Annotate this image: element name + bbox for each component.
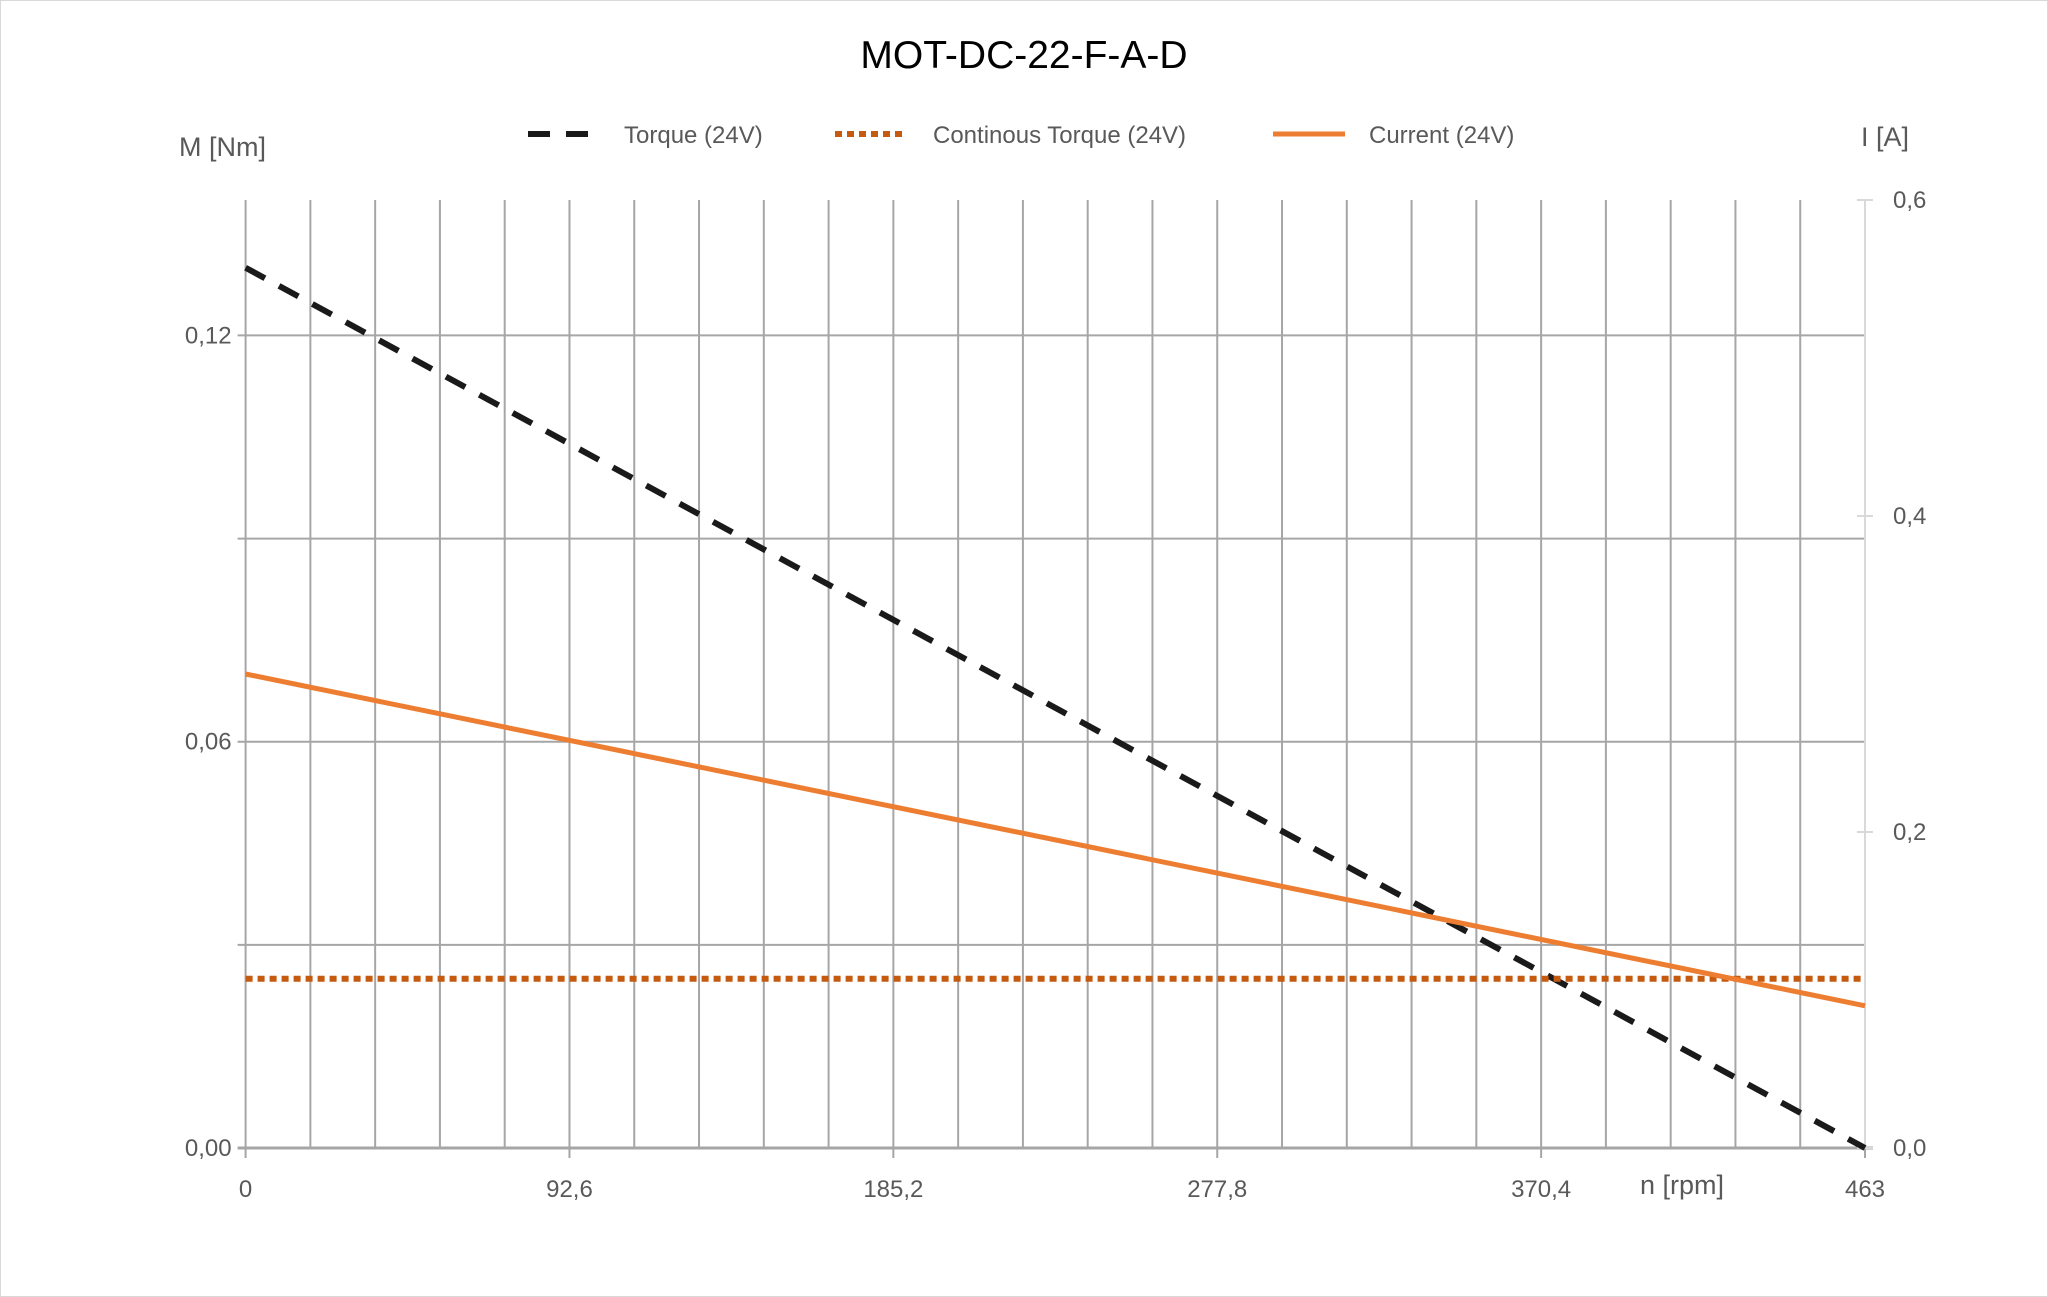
y2-tick-label: 0,2	[1893, 819, 1926, 846]
x-tick-label: 277,8	[1187, 1176, 1247, 1203]
y2-tick-label: 0,6	[1893, 187, 1926, 214]
legend-label-2: Current (24V)	[1369, 122, 1514, 149]
legend-label-1: Continous Torque (24V)	[933, 122, 1186, 149]
y-tick-label: 0,00	[185, 1135, 232, 1162]
x-tick-label: 463	[1845, 1176, 1885, 1203]
series-line-2	[245, 671, 1866, 1009]
chart-title: MOT-DC-22-F-A-D	[860, 34, 1187, 77]
y2-tick-label: 0,4	[1893, 503, 1926, 530]
x-tick-label: 370,4	[1511, 1176, 1571, 1203]
x-axis-title: n [rpm]	[1640, 1170, 1724, 1200]
y-tick-label: 0,12	[185, 322, 232, 349]
series-line-0	[244, 265, 1867, 1151]
y2-tick-label: 0,0	[1893, 1135, 1926, 1162]
legend-label-0: Torque (24V)	[624, 122, 763, 149]
y2-axis-title: I [A]	[1861, 122, 1909, 152]
y-tick-label: 0,06	[185, 729, 232, 756]
x-tick-label: 92,6	[546, 1176, 593, 1203]
y-axis-title: M [Nm]	[179, 132, 266, 162]
x-tick-label: 185,2	[863, 1176, 923, 1203]
x-tick-label: 0	[239, 1176, 252, 1203]
